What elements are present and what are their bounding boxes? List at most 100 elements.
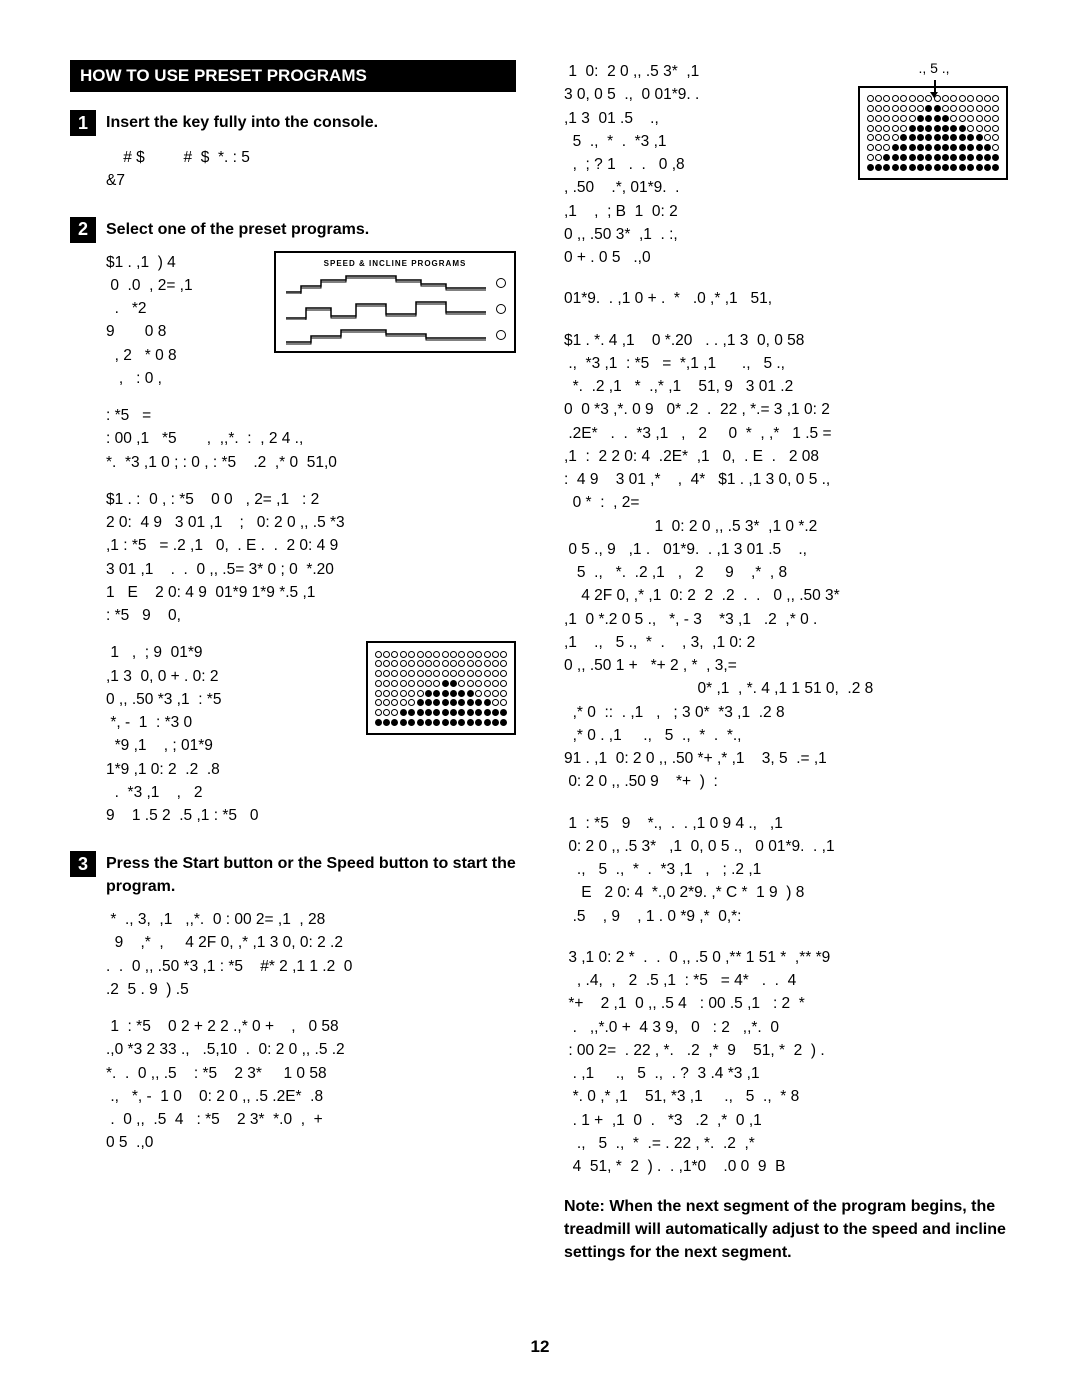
led-dot (900, 144, 907, 151)
led-dot (992, 125, 999, 132)
led-dot (883, 164, 890, 171)
led-dot (942, 144, 949, 151)
led-dot (467, 660, 474, 667)
led-dot (883, 95, 890, 102)
led-dot (484, 709, 491, 716)
led-dot (909, 125, 916, 132)
program-row (284, 297, 506, 321)
led-dot (967, 154, 974, 161)
led-dot (458, 709, 465, 716)
led-dot (967, 125, 974, 132)
step-2: 2 Select one of the preset programs. $1 … (70, 217, 516, 828)
led-dot (458, 719, 465, 726)
led-dot (442, 651, 449, 658)
led-dot (492, 719, 499, 726)
led-dot (450, 660, 457, 667)
led-dot (442, 699, 449, 706)
led-dot (883, 134, 890, 141)
led-dot (467, 719, 474, 726)
led-dot (484, 699, 491, 706)
led-dot (408, 690, 415, 697)
led-dot (442, 719, 449, 726)
led-dot (967, 144, 974, 151)
led-dot (391, 670, 398, 677)
led-dot (500, 709, 507, 716)
led-dot (917, 154, 924, 161)
led-dot (408, 670, 415, 677)
led-dot (458, 651, 465, 658)
led-dot (925, 125, 932, 132)
led-dot (883, 115, 890, 122)
led-dot (375, 651, 382, 658)
led-dot (400, 709, 407, 716)
led-dot (500, 680, 507, 687)
led-matrix (366, 641, 516, 735)
led-dot (942, 154, 949, 161)
led-dot (417, 709, 424, 716)
led-dot (492, 690, 499, 697)
step2-matrix-text: 1 , ; 9 01*9 ,1 3 0, 0 + . 0: 2 0 ,, .50… (106, 641, 348, 827)
led-dot (492, 670, 499, 677)
led-dot (450, 680, 457, 687)
led-dot (934, 105, 941, 112)
led-dot (442, 670, 449, 677)
led-dot (875, 115, 882, 122)
led-dot (917, 125, 924, 132)
led-dot (959, 134, 966, 141)
led-dot (984, 164, 991, 171)
led-dot (408, 699, 415, 706)
led-dot (875, 154, 882, 161)
arrow-down-icon (930, 92, 938, 98)
led-dot (442, 680, 449, 687)
led-dot (950, 95, 957, 102)
right-column: 1 0: 2 0 ,, .5 3* ,1 3 0, 0 5 ., 0 01*9.… (564, 60, 1010, 1264)
led-dot (500, 690, 507, 697)
led-dot (400, 690, 407, 697)
led-dot (942, 95, 949, 102)
led-dot (950, 115, 957, 122)
programs-title: SPEED & INCLINE PROGRAMS (284, 259, 506, 268)
led-dot (875, 164, 882, 171)
led-dot (883, 154, 890, 161)
step-title: Select one of the preset programs. (106, 217, 369, 241)
led-dot (383, 690, 390, 697)
led-dot (917, 105, 924, 112)
led-dot (909, 134, 916, 141)
led-dot (500, 670, 507, 677)
led-dot (433, 690, 440, 697)
led-dot (475, 651, 482, 658)
led-dot (417, 719, 424, 726)
led-dot (391, 709, 398, 716)
led-dot (475, 709, 482, 716)
led-dot (900, 105, 907, 112)
led-dot (391, 680, 398, 687)
led-dot (484, 719, 491, 726)
led-dot (450, 709, 457, 716)
matrix-with-cursor: ., 5 ., (858, 60, 1010, 180)
led-dot (467, 651, 474, 658)
led-dot (976, 115, 983, 122)
col2-para: 01*9. . ,1 0 + . * .0 ,* ,1 51, (564, 287, 1010, 310)
led-dot (408, 660, 415, 667)
led-dot (492, 660, 499, 667)
led-dot (417, 680, 424, 687)
led-dot (925, 154, 932, 161)
led-dot (375, 670, 382, 677)
led-dot (458, 699, 465, 706)
col2-para: $1 . *. 4 ,1 0 *.20 . . ,1 3 0, 0 58 ., … (564, 329, 1010, 794)
led-dot (383, 660, 390, 667)
led-dot (992, 134, 999, 141)
led-dot (959, 144, 966, 151)
led-dot (959, 105, 966, 112)
led-dot (900, 154, 907, 161)
cursor-label: ., 5 ., (858, 60, 1010, 76)
led-dot (492, 709, 499, 716)
led-dot (391, 719, 398, 726)
led-dot (391, 699, 398, 706)
led-dot (959, 164, 966, 171)
led-dot (934, 125, 941, 132)
led-dot (959, 95, 966, 102)
led-dot (892, 144, 899, 151)
col2-para: 3 ,1 0: 2 * . . 0 ,, .5 0 ,** 1 51 * ,**… (564, 946, 1010, 1179)
led-dot (475, 670, 482, 677)
